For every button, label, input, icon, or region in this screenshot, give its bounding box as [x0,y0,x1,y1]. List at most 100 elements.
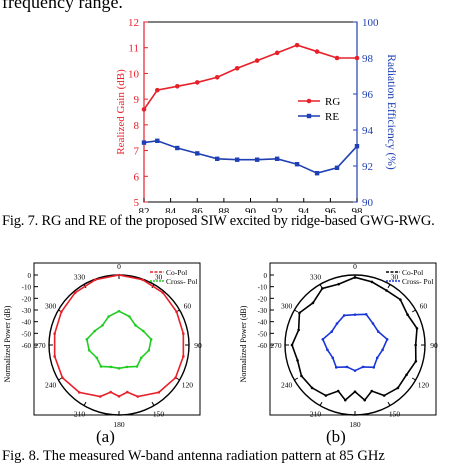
fig8a-angle-label: 60 [184,302,192,311]
fig7-point-re [155,138,160,143]
fig8b-angle-label: 270 [270,341,282,350]
fig8a-radial-tick-label: -60 [22,342,32,350]
fig8b-outer-circle [284,274,426,416]
fig7-legend-marker [306,113,312,119]
fig7-point-rg [354,55,360,61]
fig8b-point [321,338,325,341]
fig8a-point [135,365,139,368]
fig8a-point [61,376,64,379]
fig8a-radial-tick-label: -20 [22,295,32,303]
fig7-y2-tick-label: 98 [362,53,374,65]
fig8a-radial-tick-label: -50 [22,330,32,338]
fig7-point-rg [214,74,220,80]
fig8a-point [117,395,121,398]
fig8b-point [290,343,294,347]
fig8a-point [117,309,121,313]
fig8b-point [399,298,402,301]
fig8a-radial-tick-label: -40 [22,319,32,327]
fig8a-point [174,376,177,379]
fig7-x-tick-label: 90 [245,206,257,213]
subfigure-label-b: (b) [326,427,346,446]
fig8a-point [95,356,99,360]
fig7-series-line-rg [143,44,357,110]
fig8b-angle-label: 300 [281,302,293,311]
fig8a-y-axis-label: Normalized Power (dB) [3,305,12,382]
fig8b-angle-label: 210 [310,409,322,418]
fig8b-point [376,330,380,333]
fig8a-point [109,390,112,394]
fig8b-radial-tick-label: 0 [264,272,268,280]
fig8b-radial-tick-label: -50 [258,330,268,338]
fig8b-radial-tick-label: -30 [258,307,268,315]
fig7-x-tick-label: 84 [165,206,177,213]
fig8a-point [175,310,178,314]
fig7-series-line-re [143,139,358,175]
fig8b-angle-tick [294,377,299,381]
fig7-point-rg [314,49,320,54]
fig7-point-re [141,140,147,145]
fig8b-angle-label: 240 [281,381,293,390]
fig7-point-re [195,151,200,156]
fig8b-point [342,314,346,317]
fig8a-series-cross-pol [85,310,153,370]
fig8a-point [182,332,185,335]
fig8a-point [117,367,121,370]
fig8a-radial-tick-label: -10 [22,284,32,292]
fig8b-point [361,365,365,369]
fig8a-angle-label: 300 [45,302,57,311]
fig8b-angle-tick [411,377,416,381]
fig8b-series-co-pol [291,276,418,402]
fig8a-point [147,348,151,352]
fig8a-point [157,391,161,394]
fig8a-point [134,324,137,327]
top-text-line: frequency range. [2,0,123,12]
fig8b-angle-label: 90 [430,341,438,350]
fig8b-point [375,356,379,360]
fig7-y-tick-label: 6 [134,171,140,183]
fig8a-angle-label: 150 [153,409,165,418]
fig7-point-re [314,171,320,176]
fig8b-angle-tick [294,309,299,313]
fig8a-point [141,329,145,333]
fig8b-point [385,338,389,341]
fig8b-angle-label: 120 [418,381,430,390]
fig8a-angle-label: 180 [113,420,125,429]
fig8b-point [370,280,374,284]
fig8a-radial-tick-label: 0 [28,272,32,280]
fig8a-angle-label: 120 [182,381,194,390]
fig7-x-tick-label: 94 [298,206,310,213]
fig8a-radial-tick-label: -30 [22,307,32,315]
fig8b-point [364,313,368,316]
fig7-y-tick-label: 9 [134,94,140,106]
fig8b-point [414,343,417,347]
fig8b-point [372,366,376,369]
fig8a-point [128,315,131,318]
subfigure-label-a: (a) [96,427,115,446]
fig7-point-re [354,144,360,149]
fig8b-point [321,287,324,290]
fig7-point-rg [234,65,240,71]
fig7-x-tick-label: 98 [352,206,364,213]
fig8b-point [343,398,347,402]
fig7-y-tick-label: 11 [128,43,139,55]
fig8a-point [125,365,129,369]
fig8a-point [87,348,91,352]
fig8b-angle-label: 0 [353,262,357,271]
fig7-point-re [215,156,220,161]
fig8b-point [334,366,338,369]
fig8a-point [141,278,145,282]
fig7-y-tick-label: 8 [134,120,140,132]
fig8b-radial-tick-label: -10 [258,284,268,292]
fig8a-point [109,365,113,369]
fig8b-angle-tick [387,401,391,406]
fig7-y2-axis-label: Radiation Efficiency (%) [385,54,397,170]
fig7-line-chart: 82 84 86 88 90 92 94 96 98 5 6 7 8 9 10 11 12 90 92 94 96 98 1… [115,17,397,213]
fig8a-angle-label: 240 [45,381,57,390]
fig8b-point [297,328,300,332]
fig8b-point [310,386,314,390]
fig8b-point [382,394,386,397]
fig8b-angle-label: 60 [420,302,428,311]
fig8a-polar-chart: 0 30 60 90 120 150 180 210 240 270 300 330 0 -10 -20 -3… [3,262,202,429]
fig7-legend-marker [306,98,312,104]
fig7-x-tick-label: 96 [325,206,337,213]
